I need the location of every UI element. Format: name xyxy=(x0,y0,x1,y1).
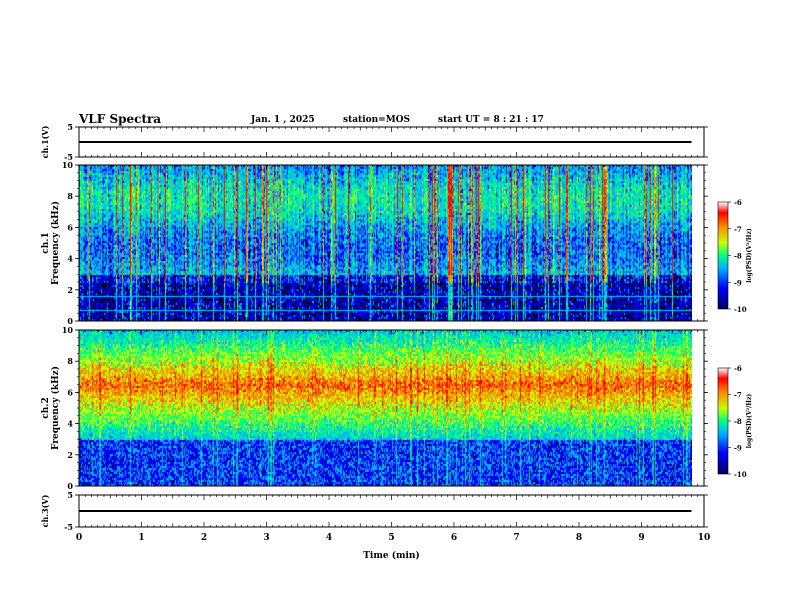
x-tick-label: 9 xyxy=(638,533,644,543)
ch2-spectrogram-ylabel: Frequency (kHz) xyxy=(50,366,61,450)
station-label: station=MOS xyxy=(343,115,411,125)
x-tick-label: 3 xyxy=(263,533,269,543)
x-tick-label: 10 xyxy=(698,533,711,543)
y-tick-label: 6 xyxy=(67,387,73,397)
colorbar-tick-label: -9 xyxy=(734,278,742,287)
x-tick-label: 7 xyxy=(513,533,519,543)
colorbar-label: log(PSD)(V²/Hz) xyxy=(746,228,753,283)
chart-title: VLF Spectra xyxy=(79,112,162,126)
y-tick-label: 4 xyxy=(67,254,73,264)
colorbar-label: log(PSD)(V²/Hz) xyxy=(746,394,753,449)
colorbar-tick-label: -7 xyxy=(734,391,742,400)
ch1-spectrogram-ylabel-top: ch.1 xyxy=(41,232,51,253)
y-tick-label: 0 xyxy=(67,316,73,326)
colorbar-2 xyxy=(717,367,729,475)
y-tick-label: 0 xyxy=(67,481,73,491)
x-tick-label: 1 xyxy=(138,533,144,543)
ch2-spectrogram-ylabel-top: ch.2 xyxy=(41,397,51,418)
colorbar-tick-label: -10 xyxy=(734,470,747,479)
y-tick-label: 6 xyxy=(67,222,73,232)
y-tick-label: -5 xyxy=(64,522,73,532)
x-tick-label: 6 xyxy=(451,533,457,543)
ch1-spectrogram-raster xyxy=(79,165,692,321)
x-tick-label: 5 xyxy=(388,533,394,543)
y-tick-label: 8 xyxy=(67,356,73,366)
x-tick-label: 8 xyxy=(576,533,582,543)
y-tick-label: 5 xyxy=(67,490,73,500)
x-tick-label: 2 xyxy=(201,533,207,543)
colorbar-tick-label: -6 xyxy=(734,364,742,373)
ch1-voltage-ylabel: ch.1(V) xyxy=(40,125,50,158)
x-tick-label: 4 xyxy=(326,533,332,543)
colorbar-tick-label: -9 xyxy=(734,444,742,453)
y-tick-label: 5 xyxy=(67,122,73,132)
ch3-voltage-ylabel: ch.3(V) xyxy=(40,494,50,527)
y-tick-label: 2 xyxy=(67,285,73,295)
date-label: Jan. 1 , 2025 xyxy=(251,115,315,125)
start-time-label: start UT = 8 : 21 : 17 xyxy=(438,115,544,125)
colorbar-tick-label: -10 xyxy=(734,305,747,314)
y-tick-label: -5 xyxy=(64,152,73,162)
y-tick-label: 2 xyxy=(67,450,73,460)
x-axis-label: Time (min) xyxy=(363,550,420,561)
colorbar-tick-label: -8 xyxy=(734,252,742,261)
colorbar-tick-label: -8 xyxy=(734,417,742,426)
ch1-spectrogram-ylabel: Frequency (kHz) xyxy=(50,201,61,285)
y-tick-label: 4 xyxy=(67,419,73,429)
colorbar-tick-label: -6 xyxy=(734,198,742,207)
y-tick-label: 8 xyxy=(67,191,73,201)
colorbar-1 xyxy=(717,201,729,310)
colorbar-tick-label: -7 xyxy=(734,225,742,234)
y-tick-label: 10 xyxy=(62,160,74,170)
x-tick-label: 0 xyxy=(76,533,82,543)
ch2-spectrogram-raster xyxy=(79,330,692,486)
y-tick-label: 10 xyxy=(62,325,74,335)
